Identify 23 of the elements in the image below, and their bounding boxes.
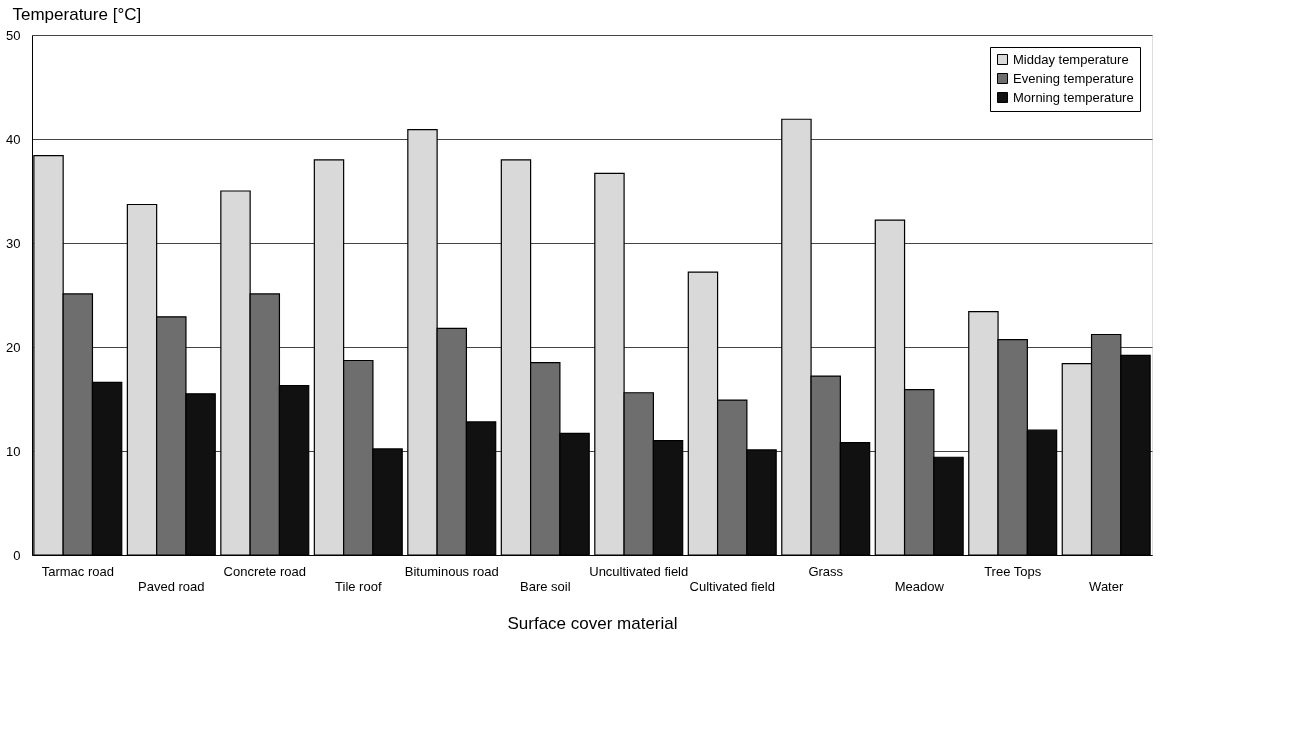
legend-label: Morning temperature <box>1013 89 1134 105</box>
x-axis-title: Surface cover material <box>507 613 678 633</box>
y-tick-label: 40 <box>6 131 21 147</box>
x-tick-label: Paved road <box>138 578 205 594</box>
y-tick-label: 30 <box>6 235 21 251</box>
x-tick-label: Tile roof <box>335 578 382 594</box>
x-tick-label: Grass <box>808 563 844 579</box>
x-tick-label: Tree Tops <box>984 563 1042 579</box>
y-tick-label: 10 <box>6 443 21 459</box>
x-tick-label: Tarmac road <box>41 563 114 579</box>
x-tick-label: Water <box>1089 578 1124 594</box>
legend-label: Midday temperature <box>1013 51 1129 67</box>
x-tick-label: Concrete road <box>223 563 306 579</box>
y-axis-title: Temperature [°C] <box>12 4 142 24</box>
x-tick-label: Cultivated field <box>689 578 775 594</box>
x-tick-label: Bituminous road <box>404 563 499 579</box>
y-tick-label: 0 <box>13 547 21 563</box>
y-tick-label: 50 <box>6 27 21 43</box>
x-tick-label: Uncultivated field <box>589 563 689 579</box>
x-tick-label: Meadow <box>894 578 945 594</box>
legend-label: Evening temperature <box>1013 70 1134 86</box>
y-tick-label: 20 <box>6 339 21 355</box>
x-tick-label: Bare soil <box>519 578 571 594</box>
